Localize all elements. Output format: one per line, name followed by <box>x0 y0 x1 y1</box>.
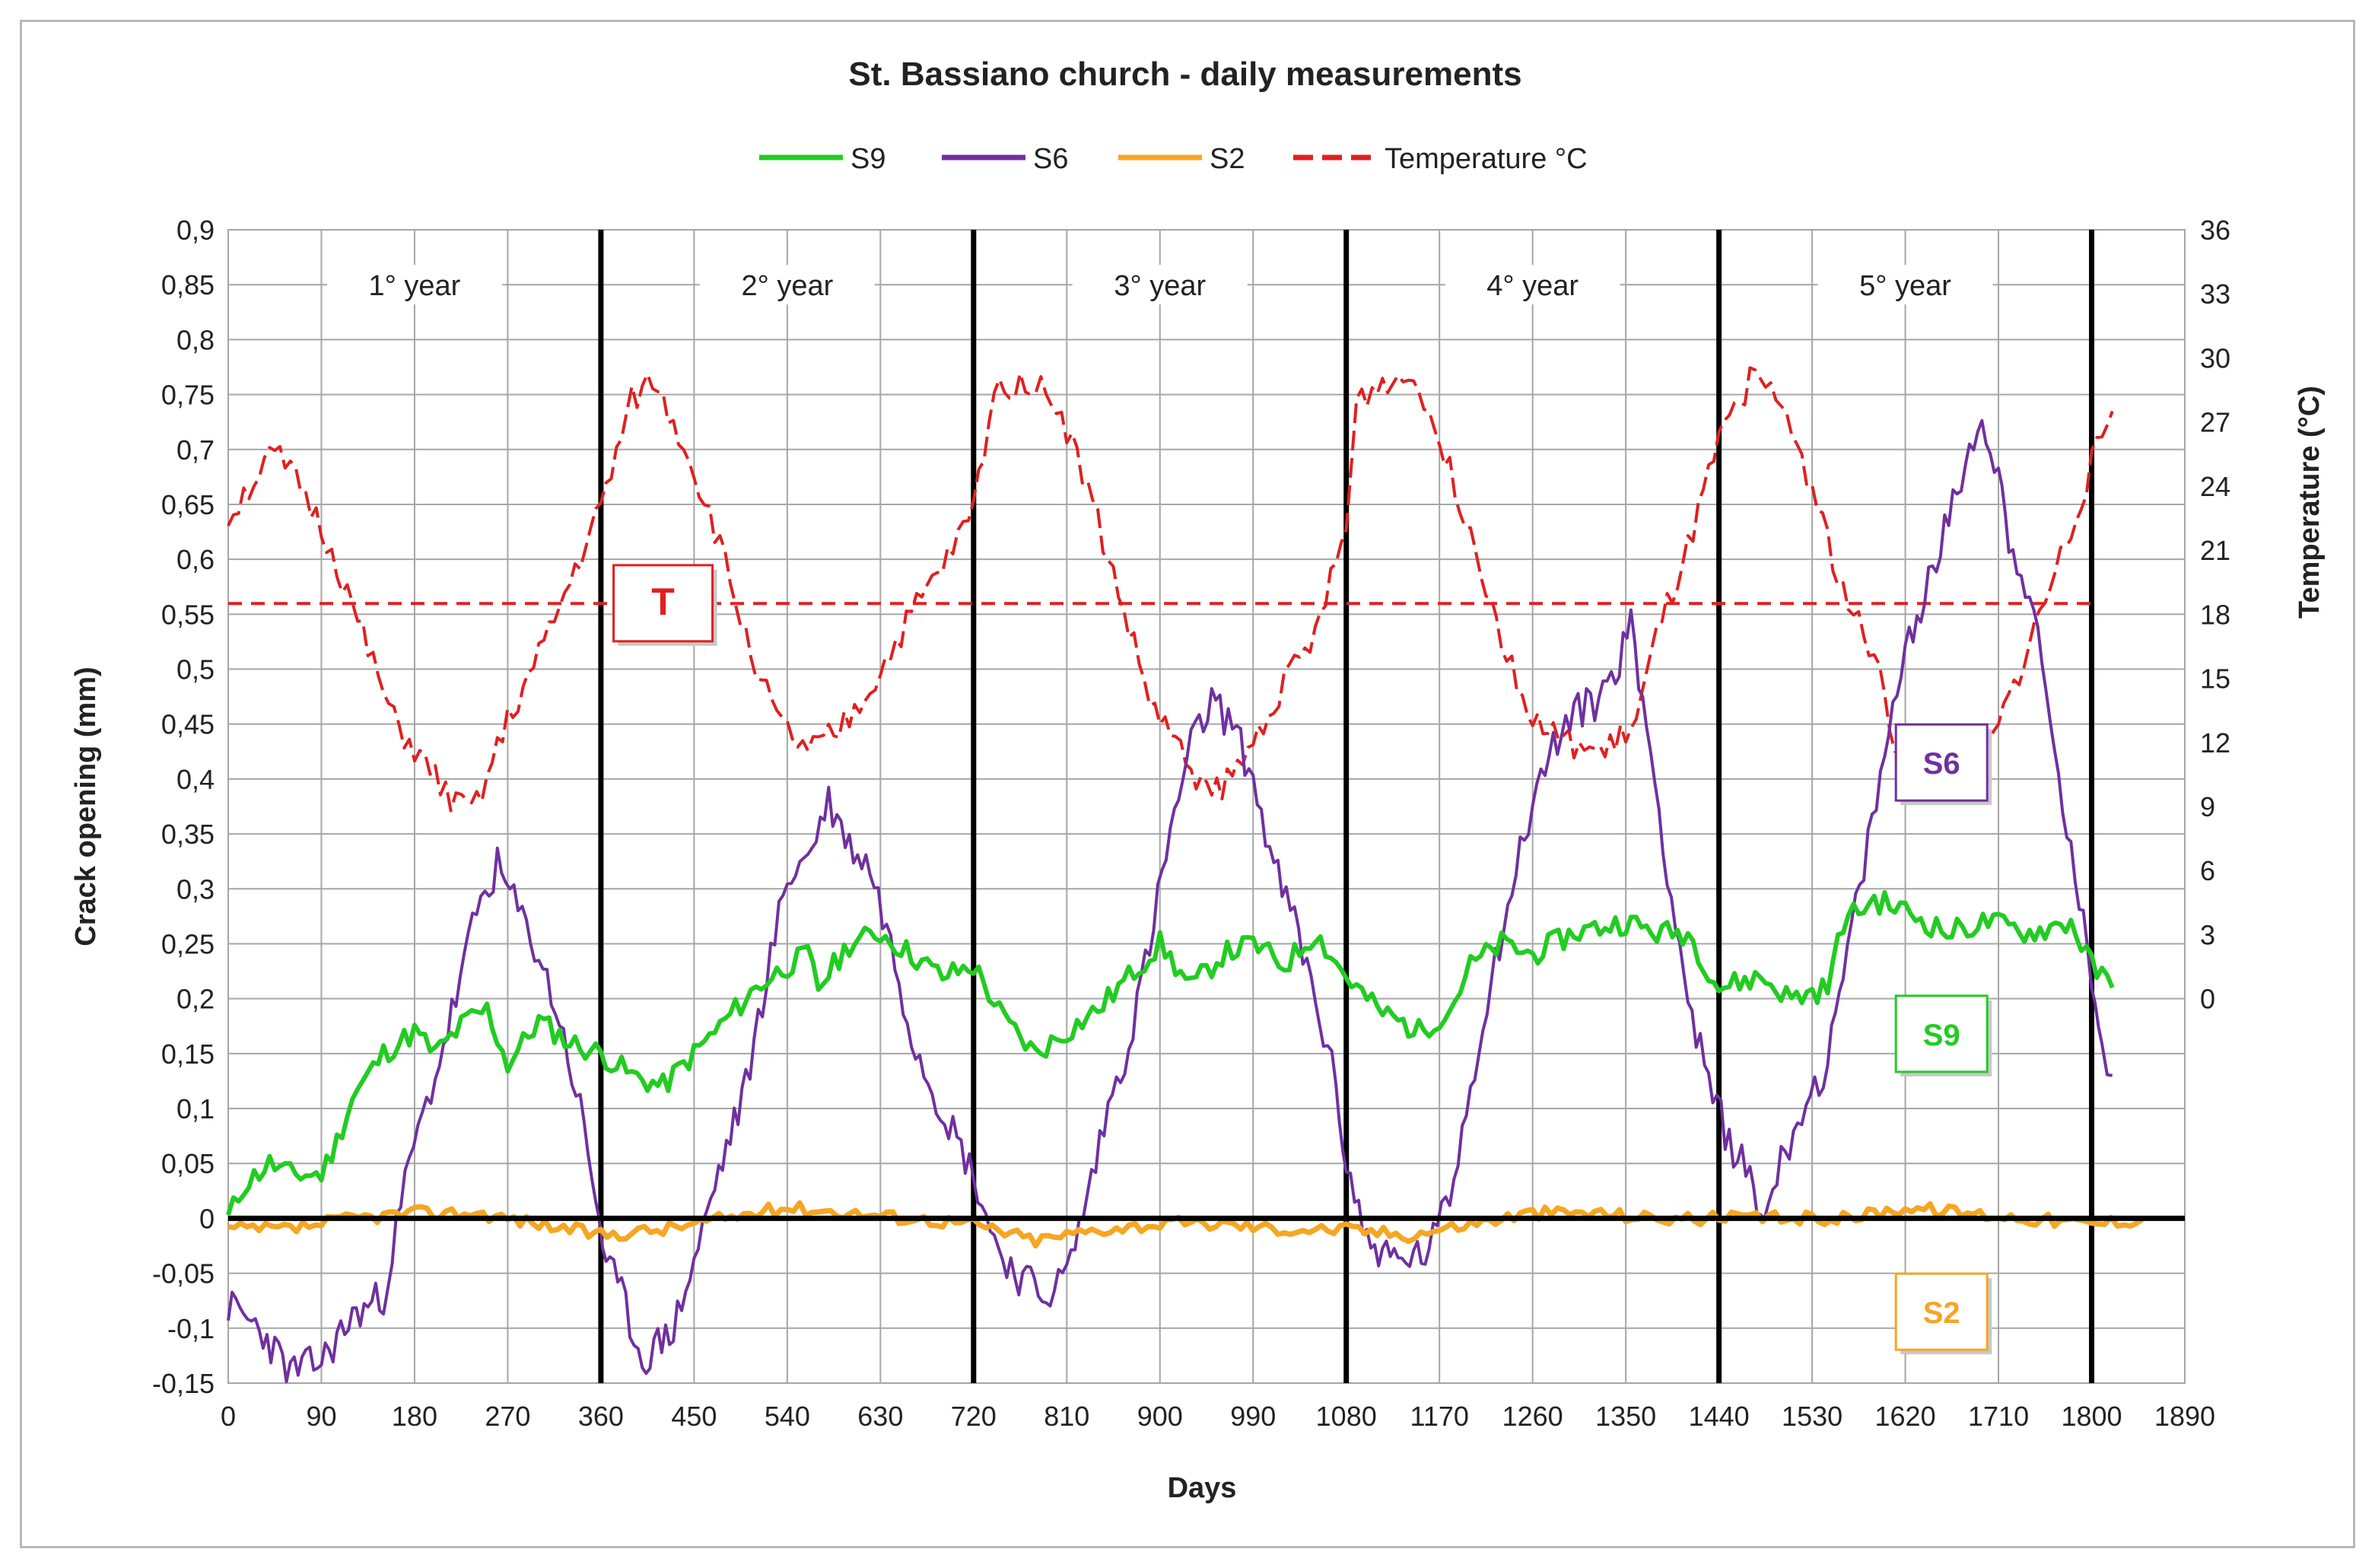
y-tick-label: 0,55 <box>161 599 215 630</box>
y2-tick-label: 0 <box>2200 984 2215 1015</box>
y2-tick-label: 21 <box>2200 535 2230 566</box>
series-line-s6 <box>227 418 2113 1384</box>
y2-tick-label: 15 <box>2200 663 2230 695</box>
x-tick-label: 90 <box>306 1401 336 1432</box>
x-tick-label: 630 <box>857 1401 903 1432</box>
x-tick-label: 1170 <box>1410 1401 1468 1432</box>
x-tick-label: 360 <box>578 1401 624 1432</box>
y2-tick-label: 24 <box>2200 471 2230 502</box>
annotations: T S6 S9 S2 <box>612 564 1992 1355</box>
y-tick-label: 0,85 <box>161 269 215 301</box>
y-tick-label: -0,1 <box>167 1313 215 1344</box>
legend-label: Temperature °C <box>1385 143 1588 175</box>
y-tick-label: 0 <box>199 1203 215 1234</box>
annotation-label: T <box>651 580 675 623</box>
annotation-box <box>1894 1272 1989 1351</box>
year-label: 4° year <box>1486 270 1579 302</box>
x-axis-label: Days <box>1168 1472 1237 1504</box>
y-tick-label: 0,05 <box>161 1148 215 1179</box>
x-tick-label: 180 <box>392 1401 437 1432</box>
y-tick-label: 0,15 <box>161 1038 215 1070</box>
x-tick-label: 990 <box>1230 1401 1276 1432</box>
tick-labels: 0 90 180 270 360 450 540 630 720 810 900 990 1080 117… <box>152 215 2230 1432</box>
annotation-label: S6 <box>1923 747 1960 781</box>
y-tick-label: 0,6 <box>176 544 215 575</box>
annotation-box <box>612 564 714 643</box>
plot-area <box>227 229 2186 1384</box>
series-line-s9 <box>226 889 2115 1216</box>
y-tick-label: 0,65 <box>161 489 215 520</box>
x-tick-label: 0 <box>221 1401 236 1432</box>
y-axis-label: Crack opening (mm) <box>70 666 102 946</box>
x-tick-label: 1710 <box>1968 1401 2029 1432</box>
x-tick-label: 1440 <box>1689 1401 1750 1432</box>
y-tick-label: 0,35 <box>161 819 215 850</box>
y-tick-label: -0,15 <box>152 1368 215 1399</box>
y2-axis-label: Temperature (°C) <box>2294 386 2326 619</box>
year-label-bg <box>1445 265 1620 305</box>
year-label: 3° year <box>1114 270 1206 302</box>
year-label-bg <box>326 265 502 305</box>
y-tick-label: 0,75 <box>161 380 215 411</box>
legend-label: S6 <box>1033 143 1068 175</box>
y2-tick-label: 30 <box>2200 342 2230 374</box>
y-tick-label: 0,45 <box>161 709 215 740</box>
legend-label: S2 <box>1210 143 1245 175</box>
x-tick-label: 540 <box>765 1401 810 1432</box>
y2-tick-label: 27 <box>2200 407 2230 438</box>
year-label-bg <box>1072 265 1248 305</box>
y-tick-label: 0,3 <box>176 873 215 905</box>
y-tick-label: 0,8 <box>176 324 215 355</box>
year-labels: 1° year 2° year 3° year 4° year 5° year <box>326 265 1993 305</box>
chart-title: St. Bassiano church - daily measurements <box>848 56 1521 93</box>
year-label: 2° year <box>741 270 833 302</box>
y2-tick-label: 12 <box>2200 727 2230 759</box>
y2-tick-label: 9 <box>2200 791 2215 822</box>
y-tick-label: 0,1 <box>176 1093 215 1124</box>
x-tick-label: 810 <box>1044 1401 1089 1432</box>
year-label-bg <box>699 265 875 305</box>
x-tick-label: 1620 <box>1875 1401 1936 1432</box>
series-group <box>226 366 2145 1384</box>
y-tick-label: -0,05 <box>152 1258 215 1290</box>
series-line-temperature-c <box>227 366 2114 813</box>
y-tick-label: 0,2 <box>176 984 215 1015</box>
legend: S9 S6 S2 Temperature °C <box>759 143 1588 175</box>
year-label: 1° year <box>369 270 461 302</box>
x-tick-label: 720 <box>951 1401 997 1432</box>
y2-tick-label: 33 <box>2200 278 2230 310</box>
y2-tick-label: 36 <box>2200 215 2230 246</box>
y-tick-label: 0,4 <box>176 764 215 795</box>
y2-tick-label: 18 <box>2200 599 2230 630</box>
y-tick-label: 0,7 <box>176 434 215 466</box>
annotation-box <box>1894 994 1989 1073</box>
y2-tick-label: 3 <box>2200 919 2215 950</box>
annotation-box <box>1894 723 1989 802</box>
x-tick-label: 1260 <box>1502 1401 1563 1432</box>
y-tick-label: 0,9 <box>176 215 215 246</box>
x-tick-label: 1530 <box>1782 1401 1842 1432</box>
x-tick-label: 1890 <box>2154 1401 2215 1432</box>
grid <box>227 229 2186 1384</box>
annotation-label: S2 <box>1923 1296 1960 1330</box>
year-label: 5° year <box>1859 270 1951 302</box>
x-tick-label: 1080 <box>1316 1401 1377 1432</box>
x-tick-label: 900 <box>1137 1401 1183 1432</box>
year-label-bg <box>1817 265 1993 305</box>
x-tick-label: 270 <box>485 1401 530 1432</box>
chart-frame <box>20 20 2355 1548</box>
x-tick-label: 1350 <box>1595 1401 1656 1432</box>
legend-label: S9 <box>850 143 885 175</box>
year-boundaries <box>598 230 2095 1383</box>
x-tick-label: 450 <box>671 1401 717 1432</box>
x-tick-label: 1800 <box>2061 1401 2122 1432</box>
y2-tick-label: 6 <box>2200 855 2215 886</box>
y-tick-label: 0,25 <box>161 928 215 959</box>
series-line-s2 <box>227 1200 2145 1249</box>
y-tick-label: 0,5 <box>176 654 215 685</box>
annotation-label: S9 <box>1923 1019 1960 1052</box>
